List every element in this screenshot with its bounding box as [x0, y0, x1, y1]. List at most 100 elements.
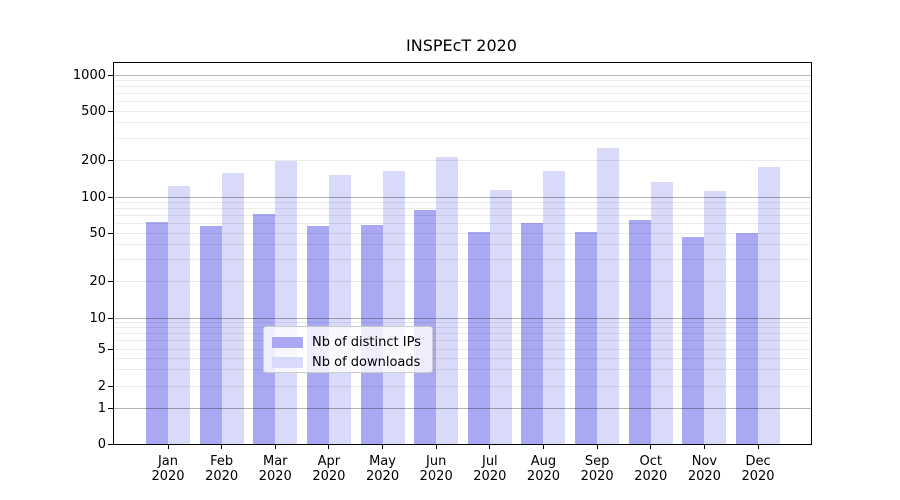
- major-gridline: [114, 74, 811, 76]
- y-tick-mark: [108, 280, 113, 282]
- bar-distinct-ips: [146, 221, 168, 444]
- x-tick-label: Oct 2020: [621, 454, 681, 484]
- x-tick-year: 2020: [258, 469, 292, 484]
- x-tick-year: 2020: [419, 469, 453, 484]
- y-tick-label: 5: [97, 341, 106, 357]
- y-tick-label: 10: [89, 310, 106, 326]
- x-tick-label: Dec 2020: [728, 454, 788, 484]
- y-tick-mark: [108, 443, 113, 445]
- legend-label: Nb of distinct IPs: [312, 334, 421, 350]
- x-tick-month: Dec: [745, 454, 771, 469]
- x-tick-year: 2020: [312, 469, 346, 484]
- x-tick-label: Mar 2020: [245, 454, 305, 484]
- x-tick-label: Jan 2020: [138, 454, 198, 484]
- x-tick-year: 2020: [634, 469, 668, 484]
- y-tick-label: 1: [97, 400, 106, 416]
- minor-gridline: [114, 93, 811, 95]
- bar-downloads: [489, 190, 512, 444]
- y-tick-mark: [108, 196, 113, 198]
- bar-distinct-ips: [628, 220, 651, 444]
- x-tick-label: Feb 2020: [192, 454, 252, 484]
- x-tick-mark: [328, 445, 330, 449]
- bar-distinct-ips: [736, 233, 759, 444]
- minor-gridline: [114, 110, 811, 112]
- minor-gridline: [114, 122, 811, 124]
- x-tick-label: Aug 2020: [513, 454, 573, 484]
- bar-downloads: [221, 172, 244, 444]
- x-tick-year: 2020: [205, 469, 239, 484]
- x-tick-year: 2020: [366, 469, 400, 484]
- x-tick-month: Apr: [317, 454, 341, 469]
- x-tick-mark: [542, 445, 544, 449]
- bar-downloads: [275, 161, 298, 444]
- x-tick-label: Sep 2020: [567, 454, 627, 484]
- x-tick-month: May: [369, 454, 396, 469]
- minor-gridline: [114, 86, 811, 88]
- x-tick-month: Jul: [481, 454, 498, 469]
- x-tick-year: 2020: [580, 469, 614, 484]
- x-tick-label: Jun 2020: [406, 454, 466, 484]
- legend-swatch-downloads: [272, 356, 303, 368]
- x-tick-month: Oct: [639, 454, 662, 469]
- x-tick-label: Apr 2020: [299, 454, 359, 484]
- legend-item-distinct-ips: Nb of distinct IPs: [272, 333, 432, 351]
- x-tick-label: Jul 2020: [460, 454, 520, 484]
- y-tick-mark: [108, 110, 113, 112]
- bar-downloads: [650, 181, 673, 444]
- y-tick-mark: [108, 348, 113, 350]
- bar-downloads: [168, 185, 190, 444]
- x-tick-mark: [596, 445, 598, 449]
- minor-gridline: [114, 101, 811, 103]
- x-tick-mark: [274, 445, 276, 449]
- x-tick-mark: [757, 445, 759, 449]
- minor-gridline: [114, 159, 811, 161]
- bar-downloads: [704, 190, 727, 444]
- x-tick-month: Jan: [157, 454, 179, 469]
- y-tick-label: 1000: [72, 67, 106, 83]
- x-tick-month: Sep: [584, 454, 610, 469]
- x-tick-mark: [703, 445, 705, 449]
- bar-distinct-ips: [682, 237, 705, 444]
- bar-distinct-ips: [575, 231, 598, 444]
- x-tick-mark: [650, 445, 652, 449]
- x-tick-year: 2020: [473, 469, 507, 484]
- bar-distinct-ips: [199, 226, 222, 444]
- y-tick-label: 500: [81, 103, 106, 119]
- bar-downloads: [543, 170, 566, 444]
- y-tick-mark: [108, 74, 113, 76]
- x-tick-label: Nov 2020: [674, 454, 734, 484]
- y-tick-mark: [108, 317, 113, 319]
- y-tick-mark: [108, 407, 113, 409]
- x-tick-year: 2020: [687, 469, 721, 484]
- bar-downloads: [758, 166, 781, 444]
- y-tick-label: 100: [81, 189, 106, 205]
- x-tick-year: 2020: [741, 469, 775, 484]
- bar-distinct-ips: [467, 231, 490, 444]
- x-tick-mark: [489, 445, 491, 449]
- legend: Nb of distinct IPs Nb of downloads: [263, 326, 433, 373]
- x-tick-month: Feb: [210, 454, 234, 469]
- bar-downloads: [382, 170, 405, 444]
- legend-swatch-distinct-ips: [272, 336, 303, 348]
- plot-area: 1000 500 200 100 50 20 10 5 2 1 0 Jan 2020 Feb 2020 Mar…: [73, 62, 812, 484]
- x-tick-mark: [221, 445, 223, 449]
- bar-distinct-ips: [521, 222, 544, 444]
- x-tick-label: May 2020: [353, 454, 413, 484]
- x-tick-year: 2020: [151, 469, 185, 484]
- y-tick-label: 0: [97, 436, 106, 452]
- y-tick-label: 20: [89, 273, 106, 289]
- y-tick-mark: [108, 385, 113, 387]
- x-tick-mark: [382, 445, 384, 449]
- x-tick-month: Mar: [263, 454, 288, 469]
- x-tick-mark: [167, 445, 169, 449]
- x-tick-month: Nov: [691, 454, 718, 469]
- x-tick-month: Aug: [530, 454, 557, 469]
- bar-downloads: [597, 148, 620, 444]
- minor-gridline: [114, 137, 811, 139]
- chart-title: INSPEcT 2020: [406, 36, 517, 55]
- bar-downloads: [328, 175, 351, 444]
- bar-downloads: [436, 156, 459, 444]
- x-tick-mark: [435, 445, 437, 449]
- y-tick-label: 50: [89, 225, 106, 241]
